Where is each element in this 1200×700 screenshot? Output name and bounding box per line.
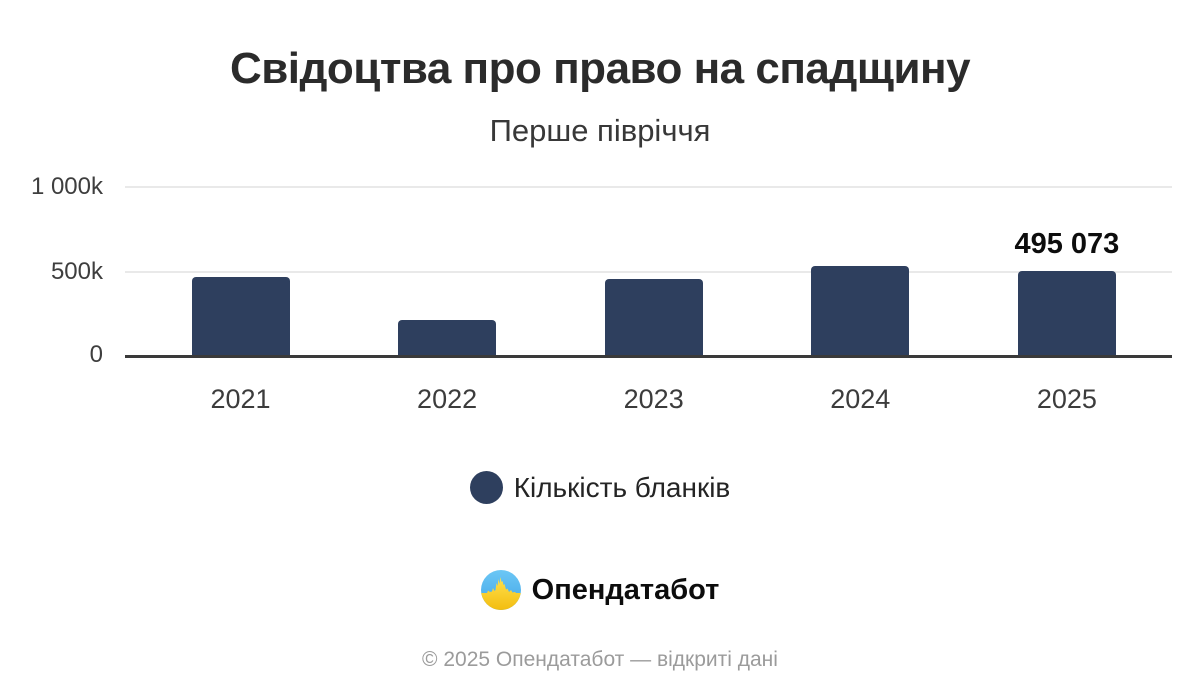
- chart-subtitle: Перше півріччя: [489, 113, 711, 148]
- x-axis-label-2024: 2024: [830, 384, 891, 414]
- x-axis-label-2022: 2022: [417, 384, 478, 414]
- x-axis-label-2025: 2025: [1036, 384, 1097, 414]
- opendatabot-logo: Опендатабот: [0, 570, 1200, 610]
- bar-2021: [191, 277, 290, 355]
- x-axis-label-2023: 2023: [623, 384, 684, 414]
- legend: Кількість бланків: [0, 471, 1200, 504]
- bar-2024: [811, 266, 910, 355]
- bar-2023: [604, 279, 703, 355]
- opendatabot-pulse-icon: [480, 570, 521, 610]
- y-tick-0: 0: [89, 341, 103, 368]
- x-axis-line: [125, 355, 1172, 358]
- y-tick-500k: 500k: [50, 258, 103, 285]
- bar-2025: [1017, 271, 1116, 355]
- y-tick-1000k: 1 000k: [30, 173, 103, 200]
- legend-label: Кількість бланків: [513, 471, 731, 503]
- x-axis-label-2021: 2021: [210, 384, 271, 414]
- legend-marker-dot: [469, 471, 503, 504]
- bar-value-label-2025: 495 073: [1014, 228, 1120, 260]
- bar-2022: [398, 320, 497, 355]
- gridline-500k: [125, 271, 1172, 273]
- chart-title: Свідоцтва про право на спадщину: [229, 44, 971, 93]
- opendatabot-wordmark: Опендатабот: [531, 573, 720, 606]
- footer-credit: © 2025 Опендатабот — відкриті дані: [422, 648, 778, 671]
- gridline-1000k: [125, 186, 1172, 188]
